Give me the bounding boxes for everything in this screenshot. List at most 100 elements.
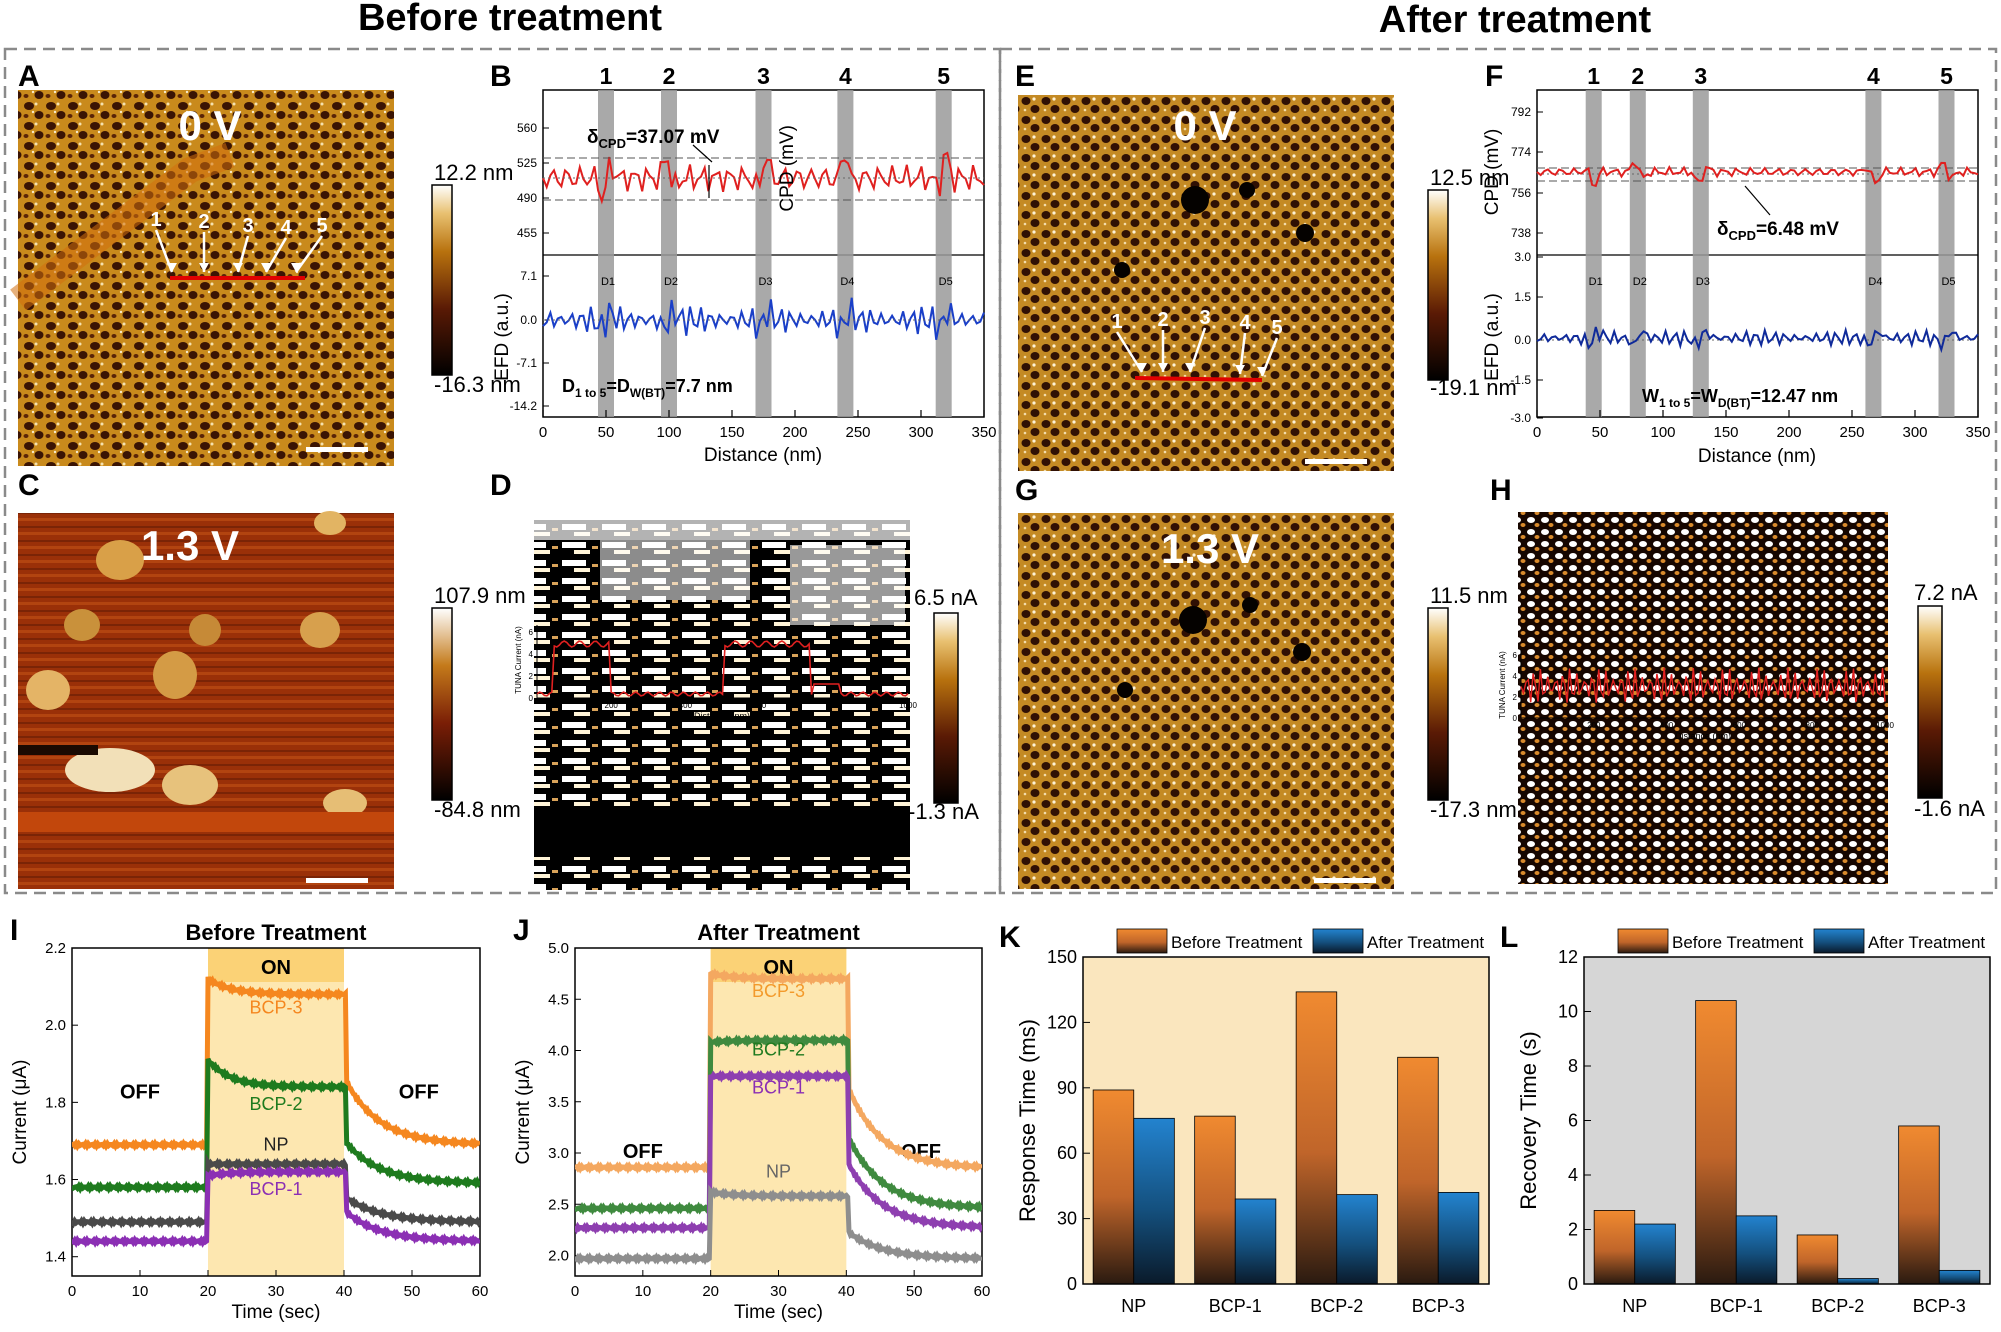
bar-after [1938,1269,1981,1285]
heading-before: Before treatment [358,0,662,39]
grain [65,748,155,792]
cpd-tick-label: 455 [517,226,537,240]
plot-frame-f [1536,89,1979,418]
d-label: D5 [939,276,953,288]
y-axis-label: Recovery Time (s) [1516,1031,1541,1209]
afm-band [18,812,394,832]
marker-label: 1 [150,209,161,231]
grain [26,670,70,710]
voltage-label-e: 0 V [1173,102,1236,149]
series-label: BCP-3 [752,981,805,1001]
afm-pore [1117,682,1133,698]
inset-y-tick: 0 [529,694,534,703]
panel-a: A 0 V 1 2 3 4 5 12.2 nm -16.3 nm [10,60,521,466]
y-tick-label: 5.0 [548,940,569,957]
efd-tick-label: 0.0 [520,313,537,327]
x-tick-label: 300 [908,424,933,441]
panel-letter-a: A [18,60,40,93]
colorbar-min-h: -1.6 nA [1914,796,1985,821]
tuna-region [600,540,750,600]
colorbar-min-a: -16.3 nm [434,372,521,397]
marker-arrowhead [233,263,243,272]
panel-letter: L [1500,921,1518,954]
d-label: D1 [601,276,615,288]
y-tick-label: 6 [1568,1111,1578,1131]
panel-letter-e: E [1015,60,1035,93]
band-label: 3 [1694,63,1707,89]
colorbar-max-h: 7.2 nA [1914,580,1978,605]
bar-after [1735,1215,1778,1285]
band-shade [755,90,772,417]
afm-pore [1181,186,1209,214]
x-tick-label: 200 [1776,424,1801,441]
afm-pore [1114,262,1130,278]
cpd-tick-label: 738 [1511,226,1531,240]
efd-line-b [542,297,985,340]
efd-line-f [1536,326,1979,354]
tuna-current-line-h [1520,667,1886,703]
tuna-inset-d: 6 4 2 0 200 400 600 800 1000 TUNA Current (nA) D… [514,625,917,721]
bar-after [1634,1223,1676,1285]
bar-after [1837,1278,1879,1285]
colorbar-max-g: 11.5 nm [1430,583,1508,608]
category-label: NP [1622,1296,1647,1316]
inset-y-tick: 4 [1513,672,1518,681]
panel-letter-b: B [490,60,512,93]
series-label: BCP-2 [752,1040,805,1060]
series-line-bcp-2 [72,1057,480,1194]
inset-y-tick: 4 [529,650,534,659]
panel-c: C 1.3 V 107.9 nm -84.8 nm [18,469,526,889]
colorbar-g [1427,607,1449,801]
chart-i: I Before Treatment ON OFF OFF 0 10 20 30 40 50 60 1.… [10,914,488,1323]
chart-k: K Before Treatment After Treatment NP BCP-1 B… [999,921,1490,1316]
tuna-region [534,812,910,857]
legend-label: After Treatment [1367,933,1484,952]
band-label: 2 [663,63,676,89]
marker-label: 1 [1111,311,1122,333]
y-axis-label: Response Time (ms) [1015,1019,1040,1222]
category-label: BCP-3 [1412,1296,1465,1316]
band-label: 4 [1867,63,1880,89]
legend-label: Before Treatment [1672,933,1804,952]
y-tick-label: 2.2 [45,940,66,957]
y-tick-label: 2.5 [548,1196,569,1213]
panel-letter: K [999,921,1021,954]
afm-ridge [10,142,235,311]
y-tick-label: 4.5 [548,991,569,1008]
x-tick-label: 0 [1533,424,1541,441]
bar-after [1336,1194,1378,1285]
tuna-ylabel-h: TUNA Current (nA) [1498,651,1507,719]
inset-x-tick: 1000 [1876,721,1894,730]
d-label: D5 [1941,276,1955,288]
panel-g: G 1.3 V 11.5 nm -17.3 nm [1015,474,1517,889]
afm-pore [1239,182,1255,198]
bar-before [1898,1125,1940,1285]
band-label: 1 [1587,63,1600,89]
band-label: 4 [839,63,852,89]
y-tick-label: 2 [1568,1220,1578,1240]
marker-label: 2 [198,211,209,233]
heading-after: After treatment [1379,0,1652,41]
grain [300,612,340,648]
efd-tick-label: 1.5 [1514,290,1531,304]
category-label: BCP-2 [1310,1296,1363,1316]
category-label: NP [1121,1296,1146,1316]
delta-label-b: δCPD=37.07 mV [587,127,720,151]
x-tick-label: 50 [1592,424,1609,441]
inset-x-tick: 600 [1733,721,1747,730]
bar-before [1194,1115,1236,1285]
series-line-bcp-3 [575,968,982,1175]
y-tick-label: 0 [1067,1274,1077,1294]
inset-x-tick: 200 [1587,721,1601,730]
chart-title: After Treatment [697,920,860,945]
x-tick-label: 20 [702,1283,719,1300]
grain [153,651,197,699]
marker-arrowhead [1158,363,1168,372]
x-tick-label: 50 [598,424,615,441]
series-label: BCP-3 [249,998,302,1018]
on-label: ON [764,957,794,979]
band-shade [1585,90,1602,417]
panel-letter-d: D [490,469,512,502]
x-tick-label: 10 [634,1283,651,1300]
marker-label: 3 [242,215,253,237]
